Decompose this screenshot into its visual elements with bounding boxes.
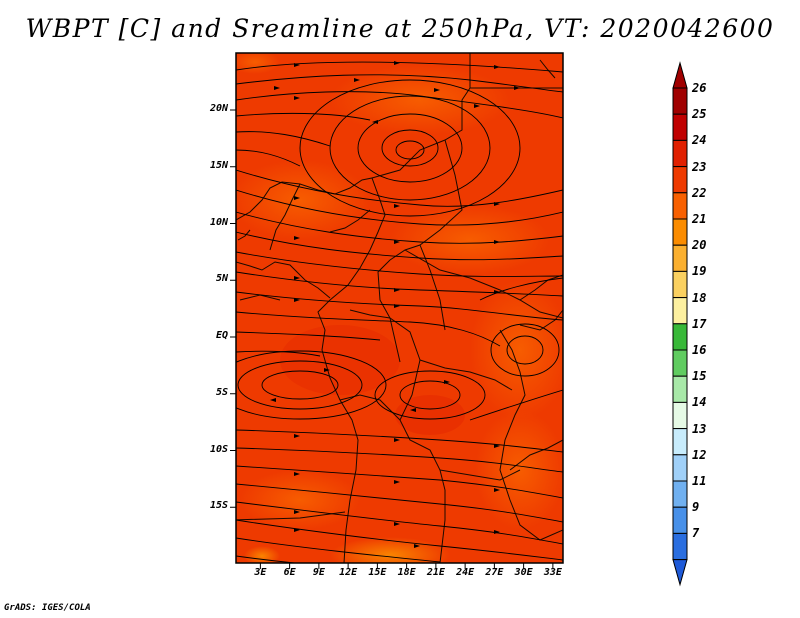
- x-tick-label: 18E: [397, 567, 416, 578]
- y-tick-label: 10S: [209, 443, 228, 455]
- x-tick-label: 24E: [456, 567, 475, 578]
- plot-frame: [235, 52, 564, 564]
- colorbar-swatch: [672, 349, 688, 377]
- figure-title: WBPT [C] and Sreamline at 250hPa, VT: 20…: [25, 14, 775, 43]
- colorbar-swatch: [672, 270, 688, 299]
- colorbar-swatch: [672, 192, 688, 220]
- colorbar-label: 7: [692, 526, 700, 541]
- x-tick-label: 15E: [368, 567, 387, 578]
- streamline-arrows: [270, 61, 520, 548]
- colorbar-top-arrow: [672, 61, 688, 89]
- y-tick-label: 5S: [215, 386, 228, 398]
- colorbar-label: 25: [692, 107, 707, 122]
- y-tick-label: 20N: [209, 103, 228, 114]
- colorbar-label: 20: [692, 238, 707, 253]
- colorbar-label: 26: [692, 81, 707, 95]
- wbpt-shading: [236, 53, 563, 563]
- y-tick-label: EQ: [215, 330, 228, 341]
- x-tick-label: 3E: [254, 567, 267, 578]
- colorbar-swatch: [672, 532, 688, 561]
- colorbar-swatch: [672, 113, 688, 141]
- x-tick-label: 33E: [543, 567, 562, 578]
- x-tick-label: 30E: [514, 567, 533, 578]
- colorbar-label: 11: [692, 474, 707, 488]
- x-axis-ticks: [259, 563, 554, 569]
- streamlines: [236, 61, 563, 563]
- colorbar-swatch: [672, 428, 688, 456]
- x-tick-label: 6E: [283, 567, 296, 578]
- colorbar-swatch: [672, 218, 688, 246]
- colorbar-swatch: [672, 401, 688, 430]
- colorbar-swatch: [672, 454, 688, 482]
- grads-footer: GrADS: IGES/COLA: [4, 603, 91, 613]
- y-axis-ticks: [230, 109, 236, 508]
- colorbar-swatch: [672, 297, 688, 325]
- colorbar-bottom-arrow: [672, 559, 688, 587]
- colorbar-swatch: [672, 87, 688, 115]
- x-tick-label: 21E: [426, 567, 445, 578]
- colorbar-label: 14: [692, 395, 707, 410]
- colorbar-swatch: [672, 323, 688, 351]
- colorbar-label: 13: [692, 421, 707, 436]
- y-tick-label: 10N: [209, 216, 228, 228]
- colorbar-label: 9: [692, 500, 700, 515]
- y-tick-label: 15N: [209, 159, 228, 171]
- colorbar-label: 21: [692, 212, 707, 226]
- colorbar-swatch: [672, 375, 688, 403]
- colorbar-label: 24: [692, 133, 707, 148]
- colorbar-label: 19: [692, 264, 707, 279]
- colorbar-label: 12: [692, 447, 707, 462]
- colorbar-label: 17: [692, 316, 707, 331]
- colorbar-swatch: [672, 139, 688, 168]
- x-tick-label: 12E: [339, 567, 358, 578]
- x-tick-label: 27E: [485, 567, 504, 578]
- colorbar: [672, 61, 688, 587]
- colorbar-swatch: [672, 244, 688, 272]
- colorbar-swatch: [672, 480, 688, 508]
- colorbar-label: 23: [692, 159, 707, 174]
- colorbar-swatch: [672, 506, 688, 534]
- y-tick-label: 5N: [215, 273, 228, 285]
- colorbar-label: 16: [692, 343, 707, 357]
- colorbar-label: 18: [692, 290, 707, 305]
- x-tick-label: 9E: [312, 567, 325, 578]
- colorbar-label: 15: [692, 369, 707, 384]
- colorbar-swatch: [672, 166, 688, 194]
- political-boundaries: [236, 53, 563, 563]
- y-tick-label: 15S: [209, 500, 228, 512]
- colorbar-label: 22: [692, 185, 707, 200]
